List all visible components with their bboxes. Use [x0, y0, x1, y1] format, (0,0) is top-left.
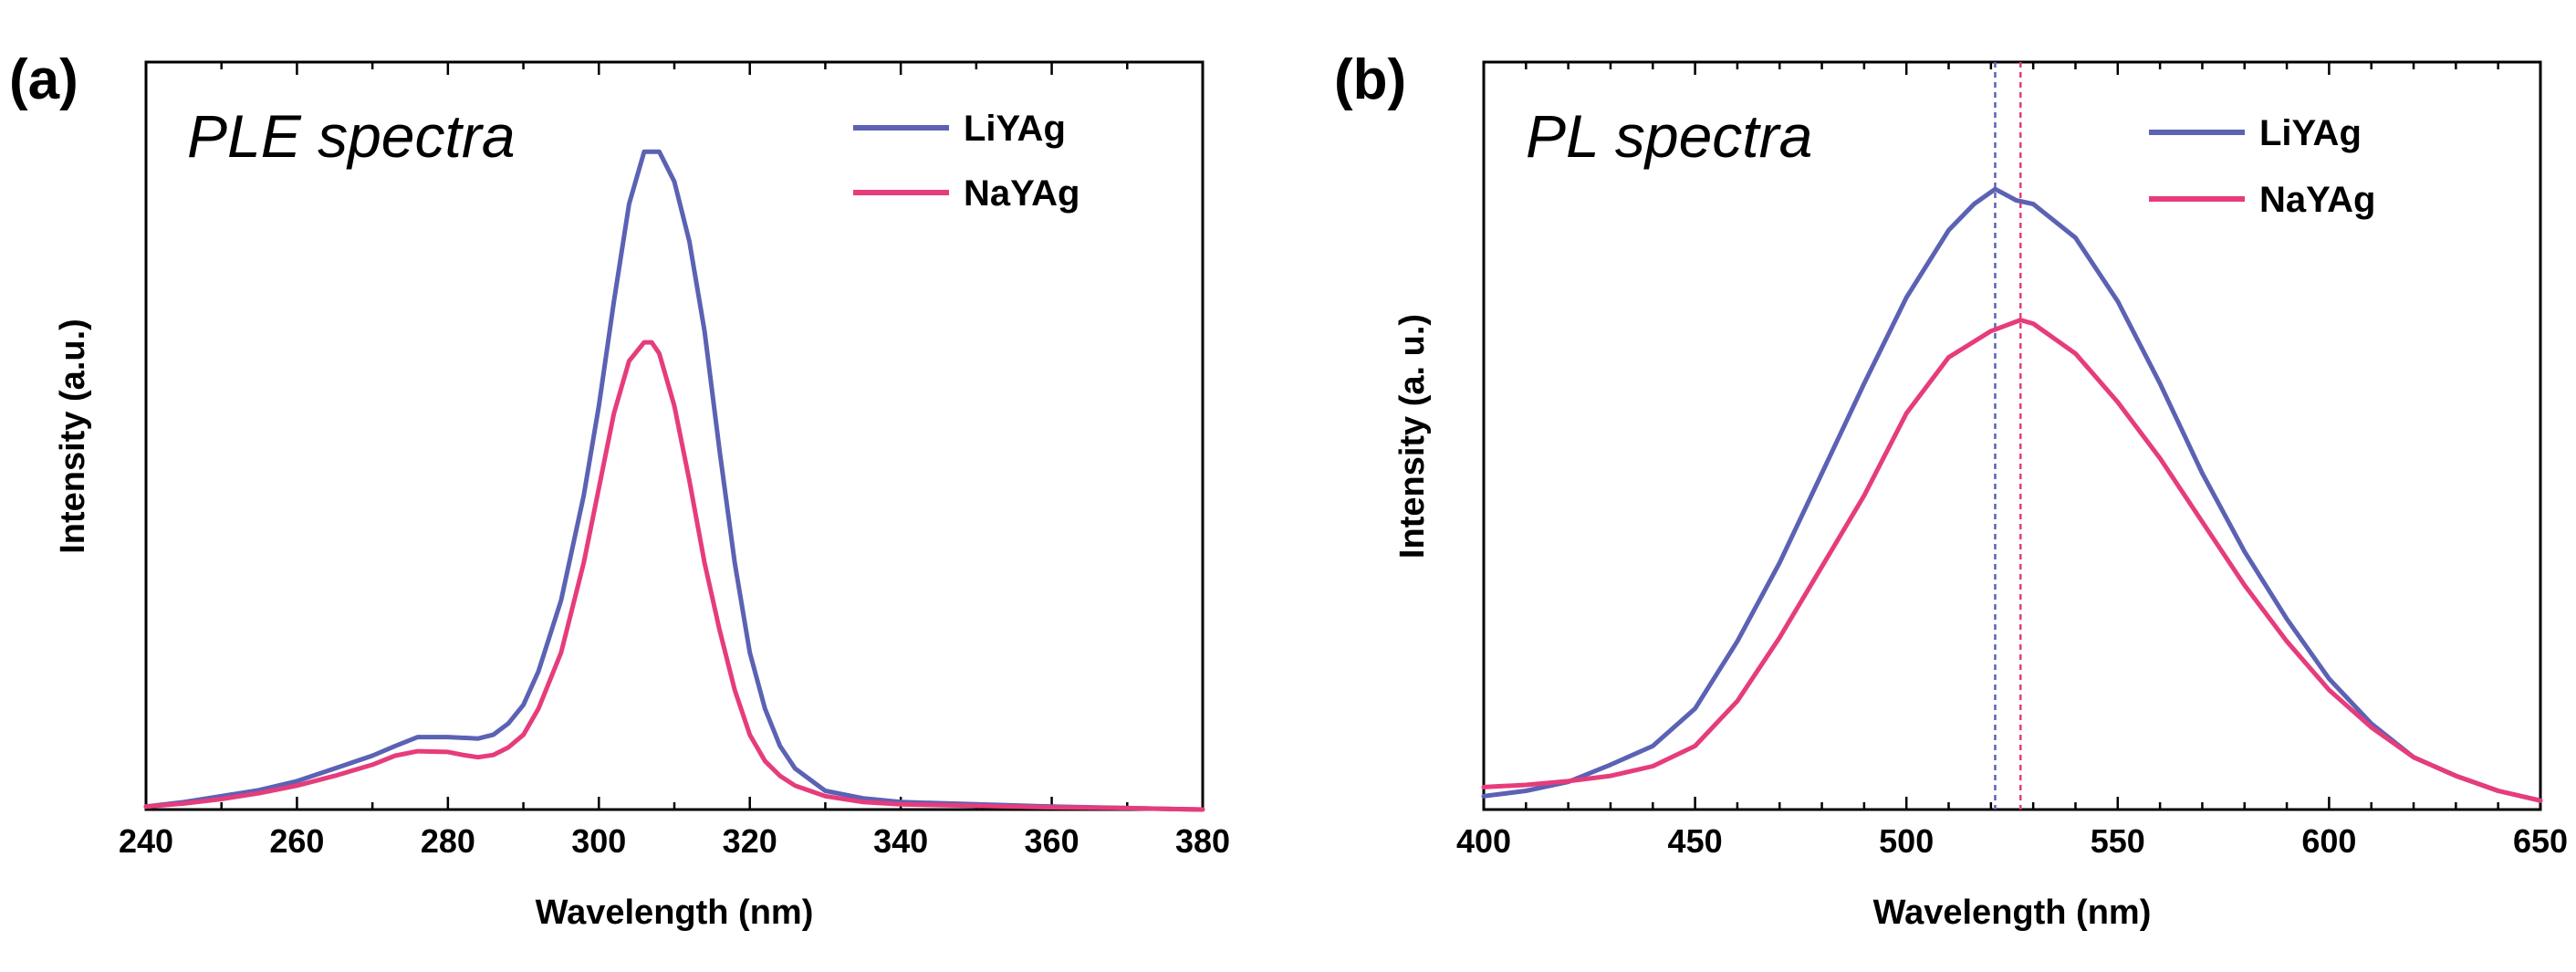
panel-a-legend: LiYAg NaYAg — [853, 109, 1079, 214]
panel-a-x-tick-label: 300 — [571, 822, 626, 860]
panel-a-series-nayag — [143, 340, 1205, 812]
panel-b-x-tick-label: 550 — [2091, 822, 2145, 860]
panel-a: (a) PLE spectra 240 260 280 300 320 340 360 380… — [9, 48, 1230, 932]
panel-a-label: (a) — [9, 48, 78, 111]
panel-a-series — [143, 149, 1205, 812]
panel-b-legend: LiYAg NaYAg — [2149, 113, 2375, 220]
panel-b-x-tick-label: 650 — [2513, 822, 2568, 860]
panel-b-x-tick-label: 500 — [1879, 822, 1934, 860]
panel-a-x-tick-label: 280 — [421, 822, 475, 860]
panel-a-x-tick-label: 340 — [873, 822, 928, 860]
panel-b-series — [1481, 186, 2543, 803]
panel-b-x-tick-label: 600 — [2301, 822, 2356, 860]
panel-b-series-nayag — [1481, 318, 2543, 803]
panel-b-x-ticks: 400 450 500 550 600 650 — [1456, 62, 2568, 860]
panel-a-x-axis-title: Wavelength (nm) — [536, 894, 814, 932]
panel-b-legend-label-nayag: NaYAg — [2259, 180, 2375, 220]
panel-b-plot-frame — [1482, 60, 2542, 811]
panel-b-x-tick-label: 400 — [1456, 822, 1511, 860]
panel-b-x-axis-title: Wavelength (nm) — [1873, 894, 2152, 932]
panel-a-x-tick-label: 320 — [723, 822, 777, 860]
panel-a-x-tick-label: 380 — [1175, 822, 1230, 860]
panel-b-x-tick-label: 450 — [1668, 822, 1723, 860]
panel-b: (b) PL spectra 400 450 500 550 600 650 Wavele… — [1334, 48, 2568, 932]
panel-a-legend-label-liyag: LiYAg — [964, 109, 1066, 149]
panel-b-legend-label-liyag: LiYAg — [2259, 113, 2362, 153]
panel-a-x-tick-label: 360 — [1025, 822, 1079, 860]
panel-a-x-ticks: 240 260 280 300 320 340 360 380 — [119, 62, 1230, 860]
panel-a-x-tick-label: 240 — [119, 822, 173, 860]
panel-b-title: PL spectra — [1526, 102, 1812, 170]
panel-b-series-liyag — [1481, 186, 2543, 803]
panel-a-y-axis-title: Intensity (a.u.) — [54, 319, 92, 554]
panel-a-legend-label-nayag: NaYAg — [964, 173, 1079, 214]
panel-a-title: PLE spectra — [187, 102, 516, 170]
panel-b-y-axis-title: Intensity (a. u.) — [1393, 314, 1432, 559]
panel-a-series-liyag — [143, 149, 1205, 812]
panel-a-x-tick-label: 260 — [269, 822, 324, 860]
panel-b-reference-lines — [1994, 62, 2022, 810]
panel-b-label: (b) — [1334, 48, 1406, 111]
